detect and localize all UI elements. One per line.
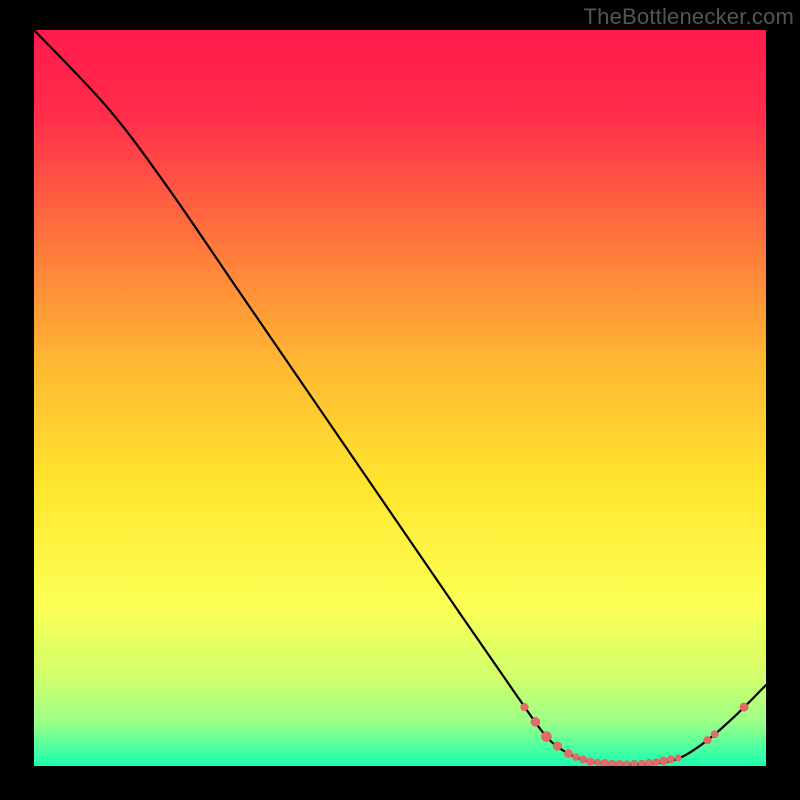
data-marker bbox=[638, 760, 644, 766]
plot-background bbox=[34, 30, 766, 766]
data-marker bbox=[609, 760, 616, 766]
data-marker bbox=[740, 703, 748, 711]
data-marker bbox=[653, 759, 660, 766]
data-marker bbox=[521, 703, 529, 711]
data-marker bbox=[616, 760, 624, 766]
plot-area bbox=[34, 30, 766, 766]
plot-svg bbox=[34, 30, 766, 766]
data-marker bbox=[624, 761, 631, 766]
data-marker bbox=[667, 756, 674, 763]
data-marker bbox=[645, 759, 653, 766]
data-marker bbox=[564, 749, 572, 757]
data-marker bbox=[587, 758, 595, 766]
data-marker bbox=[579, 756, 586, 763]
data-marker bbox=[711, 731, 718, 738]
data-marker bbox=[660, 757, 668, 765]
chart-container: TheBottlenecker.com bbox=[0, 0, 800, 800]
data-marker bbox=[631, 760, 638, 766]
data-marker bbox=[601, 759, 609, 766]
data-marker bbox=[541, 732, 551, 742]
data-marker bbox=[531, 717, 540, 726]
data-marker bbox=[572, 754, 579, 761]
data-marker bbox=[675, 755, 681, 761]
data-marker bbox=[704, 736, 712, 744]
watermark-text: TheBottlenecker.com bbox=[584, 4, 794, 30]
data-marker bbox=[594, 759, 600, 765]
data-marker bbox=[553, 742, 561, 750]
